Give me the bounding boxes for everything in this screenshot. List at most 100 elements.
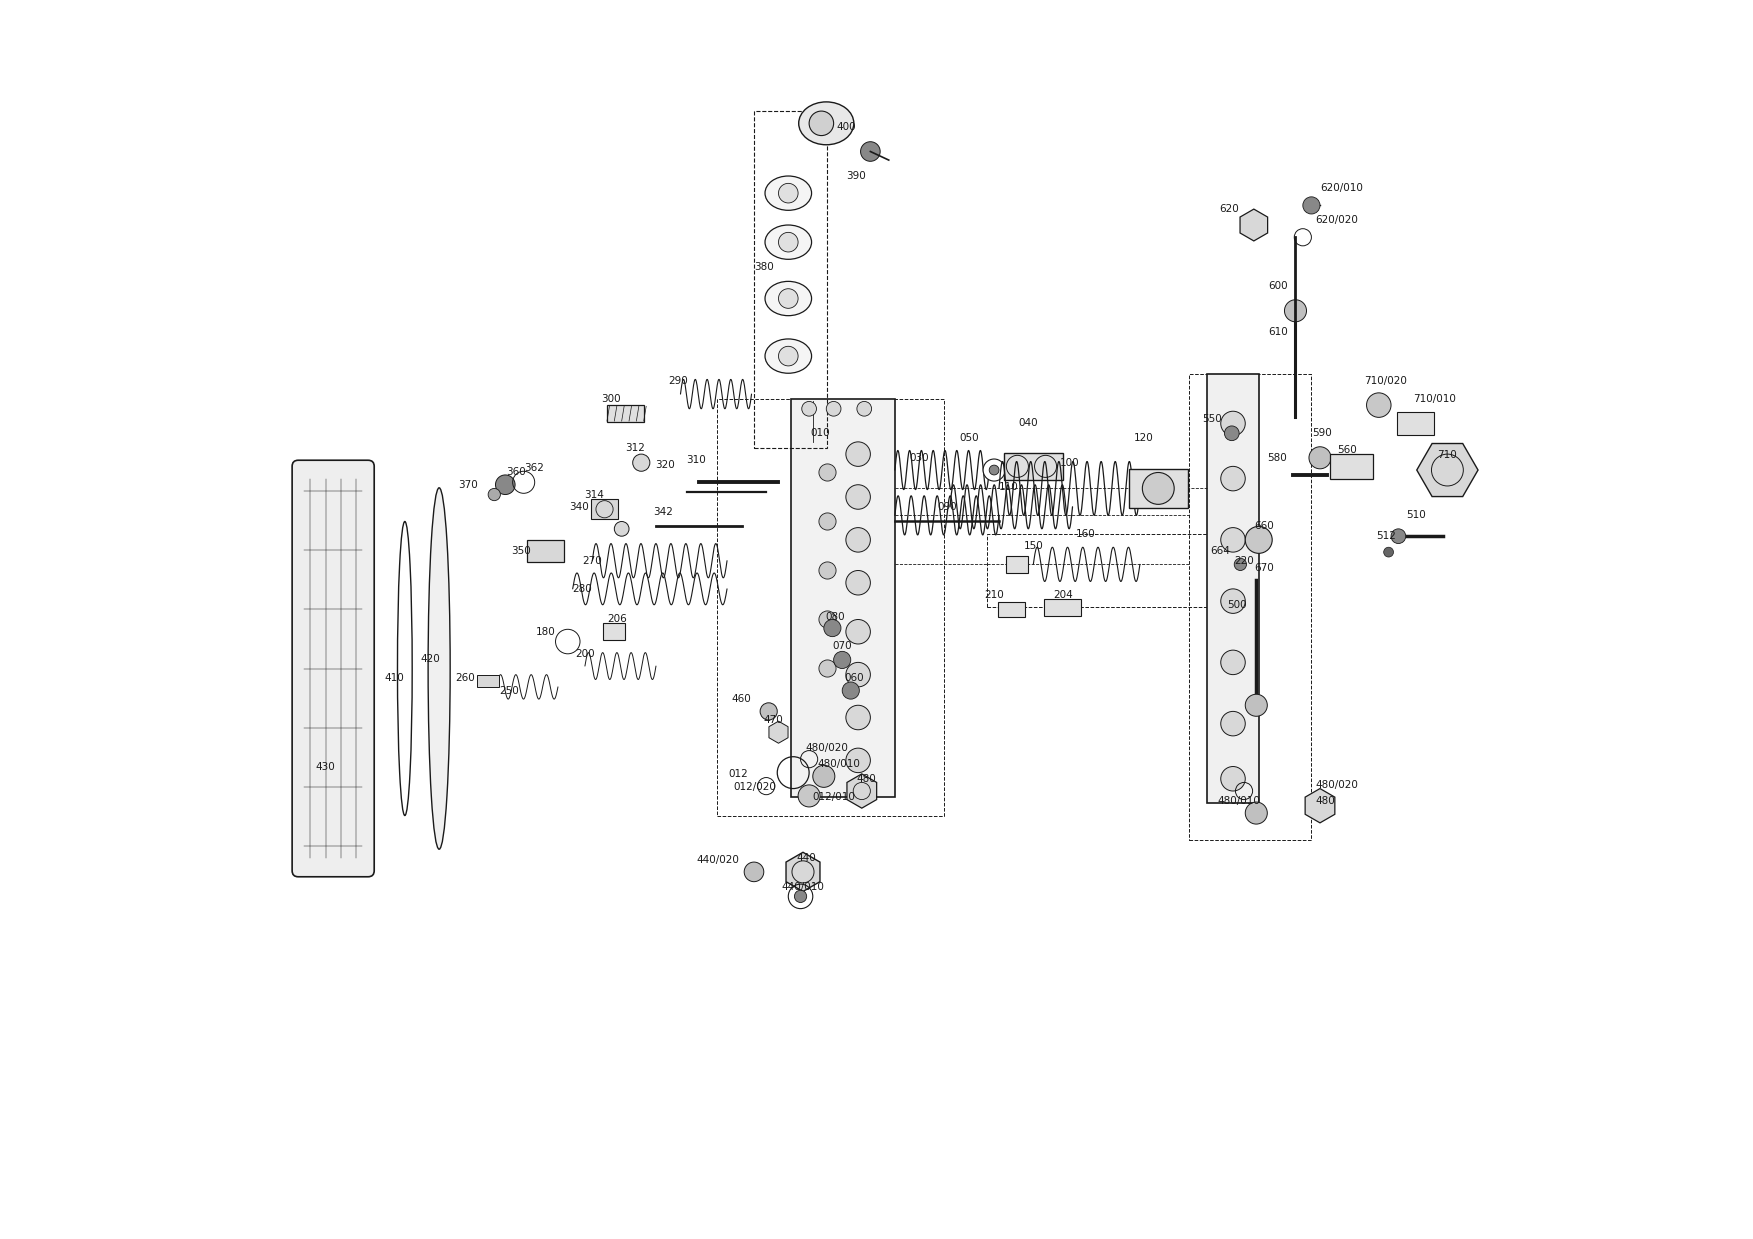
- Polygon shape: [770, 721, 789, 743]
- Bar: [1397, 413, 1434, 435]
- Text: 250: 250: [500, 685, 519, 695]
- Circle shape: [847, 442, 871, 466]
- Text: 030: 030: [910, 452, 929, 463]
- Circle shape: [824, 620, 841, 637]
- Circle shape: [1220, 411, 1245, 436]
- Text: 200: 200: [575, 649, 594, 659]
- Circle shape: [778, 233, 798, 252]
- Text: 480/010: 480/010: [1217, 795, 1260, 805]
- Text: 320: 320: [656, 460, 675, 470]
- Circle shape: [487, 488, 500, 501]
- Bar: [1006, 556, 1029, 572]
- Circle shape: [1309, 447, 1331, 468]
- Ellipse shape: [428, 488, 451, 849]
- Text: 500: 500: [1227, 600, 1246, 610]
- Circle shape: [1220, 466, 1245, 491]
- Ellipse shape: [764, 176, 812, 211]
- Circle shape: [778, 289, 798, 309]
- Text: 350: 350: [512, 546, 531, 556]
- Text: 314: 314: [586, 489, 605, 499]
- Text: 310: 310: [687, 455, 706, 465]
- Text: 342: 342: [654, 507, 673, 517]
- Text: 040: 040: [1018, 419, 1038, 429]
- Circle shape: [633, 455, 650, 471]
- Circle shape: [1245, 527, 1273, 554]
- Circle shape: [798, 784, 820, 807]
- Text: 590: 590: [1313, 429, 1332, 439]
- Text: 290: 290: [668, 375, 687, 385]
- Ellipse shape: [764, 281, 812, 316]
- Text: 580: 580: [1267, 452, 1287, 463]
- FancyBboxPatch shape: [1208, 374, 1259, 803]
- Circle shape: [1143, 472, 1175, 504]
- Text: 670: 670: [1253, 563, 1274, 574]
- Circle shape: [761, 703, 777, 720]
- Ellipse shape: [764, 339, 812, 373]
- Circle shape: [1367, 393, 1392, 418]
- Polygon shape: [785, 852, 820, 892]
- Bar: [997, 602, 1026, 617]
- Text: 600: 600: [1269, 281, 1288, 291]
- Circle shape: [1285, 300, 1306, 322]
- Circle shape: [1220, 767, 1245, 790]
- Text: 440/020: 440/020: [696, 855, 740, 865]
- Circle shape: [1302, 197, 1320, 214]
- Text: 470: 470: [764, 715, 784, 725]
- Bar: [528, 540, 564, 563]
- Circle shape: [614, 522, 629, 536]
- Circle shape: [1224, 426, 1239, 441]
- Text: 260: 260: [456, 673, 475, 683]
- Polygon shape: [1239, 209, 1267, 240]
- Circle shape: [819, 563, 836, 579]
- Circle shape: [819, 463, 836, 481]
- Text: 312: 312: [626, 444, 645, 453]
- Text: 480: 480: [1315, 795, 1334, 805]
- Circle shape: [861, 141, 880, 161]
- Bar: [607, 405, 643, 422]
- Circle shape: [847, 570, 871, 595]
- Text: 560: 560: [1338, 446, 1357, 456]
- Circle shape: [847, 748, 871, 773]
- Circle shape: [847, 663, 871, 686]
- Text: 440/010: 440/010: [780, 882, 824, 892]
- Text: 620: 620: [1220, 204, 1239, 214]
- Text: 370: 370: [459, 479, 479, 489]
- Text: 050: 050: [961, 434, 980, 444]
- Text: 430: 430: [316, 762, 335, 772]
- Text: 080: 080: [826, 612, 845, 622]
- Circle shape: [810, 112, 834, 135]
- Circle shape: [983, 458, 1004, 481]
- Ellipse shape: [764, 225, 812, 259]
- Circle shape: [794, 891, 806, 902]
- Polygon shape: [1416, 444, 1478, 497]
- Text: 270: 270: [582, 556, 603, 566]
- Circle shape: [847, 620, 871, 644]
- Text: 340: 340: [570, 502, 589, 512]
- Text: 480/020: 480/020: [805, 743, 848, 753]
- Text: 480: 480: [857, 774, 876, 784]
- Circle shape: [1220, 589, 1245, 613]
- Circle shape: [1234, 559, 1246, 570]
- Text: 300: 300: [601, 394, 621, 404]
- Circle shape: [857, 401, 871, 416]
- Circle shape: [826, 401, 841, 416]
- Circle shape: [989, 465, 999, 475]
- Circle shape: [834, 652, 850, 669]
- Text: 012/010: 012/010: [813, 792, 855, 802]
- FancyBboxPatch shape: [791, 399, 894, 797]
- Text: 410: 410: [384, 673, 403, 683]
- Text: 610: 610: [1269, 327, 1288, 337]
- Text: 280: 280: [573, 584, 593, 593]
- FancyBboxPatch shape: [293, 460, 373, 877]
- Circle shape: [778, 346, 798, 366]
- Text: 710/010: 710/010: [1413, 394, 1457, 404]
- Text: 510: 510: [1406, 510, 1425, 520]
- Text: 710: 710: [1437, 450, 1457, 461]
- Text: 012/020: 012/020: [733, 782, 777, 792]
- Text: 362: 362: [524, 462, 543, 472]
- Text: 206: 206: [607, 615, 628, 624]
- Text: 160: 160: [1076, 529, 1096, 539]
- Circle shape: [847, 528, 871, 553]
- Text: 660: 660: [1253, 522, 1274, 532]
- Text: 180: 180: [536, 627, 556, 637]
